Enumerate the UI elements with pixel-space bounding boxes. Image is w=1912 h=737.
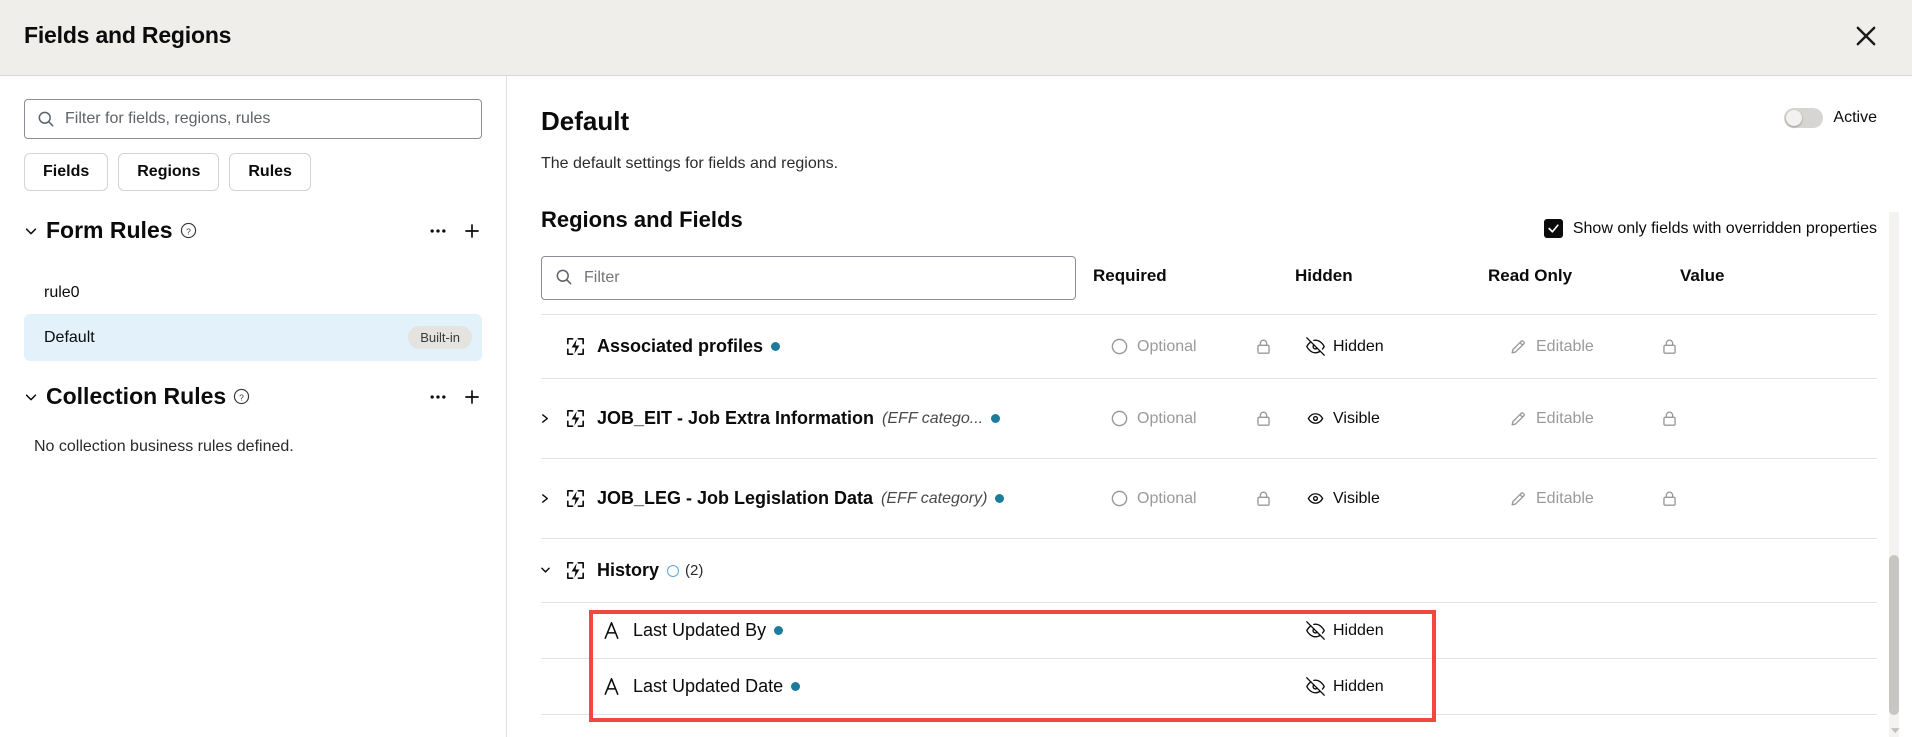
svg-text:?: ? <box>186 226 191 236</box>
svg-text:?: ? <box>239 392 244 402</box>
